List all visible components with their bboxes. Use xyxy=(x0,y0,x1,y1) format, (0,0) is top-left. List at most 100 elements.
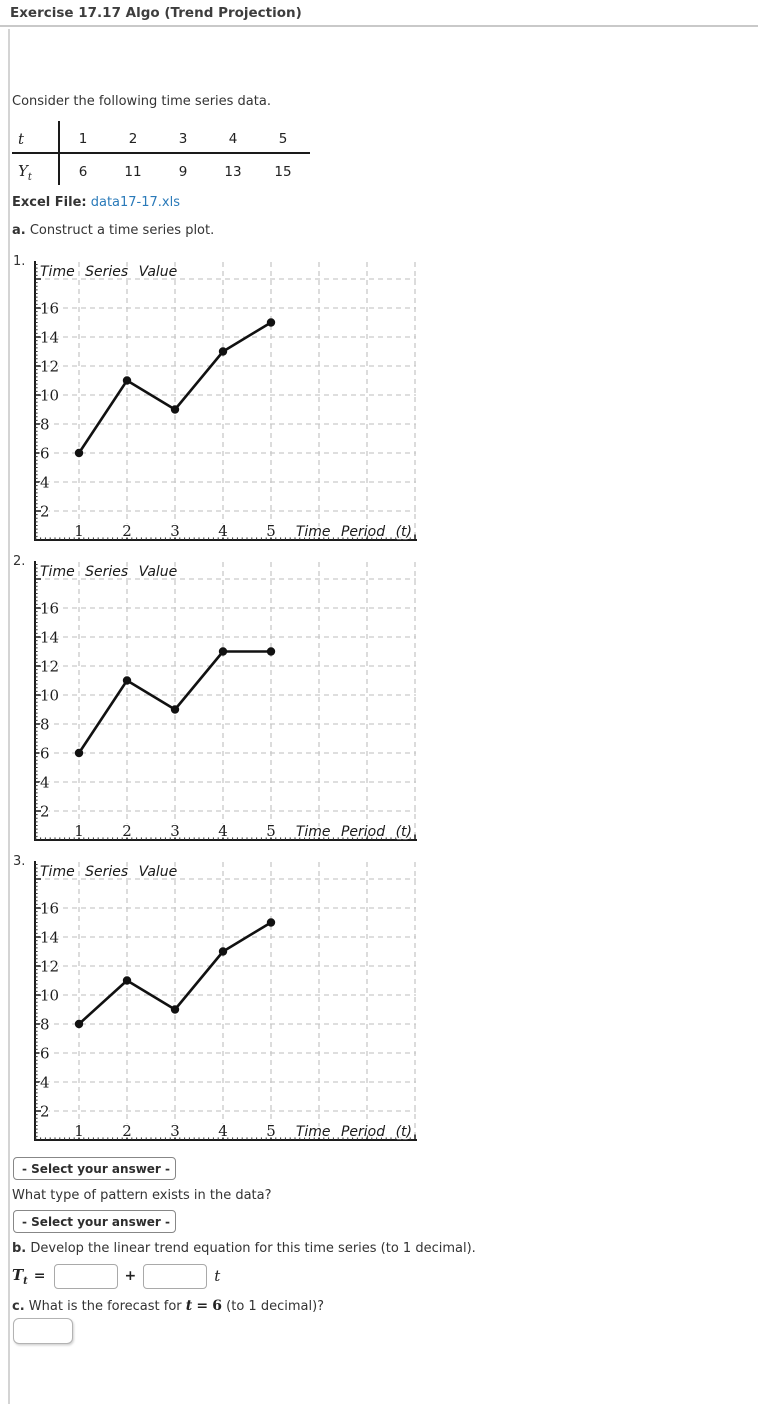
data-point xyxy=(122,976,132,985)
x-tick-label: 1 xyxy=(74,822,84,840)
t-value: 5 xyxy=(278,131,288,147)
y-tick-label: 6 xyxy=(40,1045,50,1063)
math-equals: = xyxy=(196,1298,209,1314)
trend-equation-row: Tt = + t xyxy=(12,1262,220,1290)
t-value: 2 xyxy=(128,131,138,147)
part-b-line: b. Develop the linear trend equation for… xyxy=(12,1241,476,1256)
x-tick-label: 1 xyxy=(74,1122,84,1140)
select-placeholder: - Select your answer - xyxy=(22,1214,171,1229)
select-placeholder: - Select your answer - xyxy=(22,1161,171,1176)
plot-title: Time Series Value xyxy=(40,864,177,880)
part-a-text: Construct a time series plot. xyxy=(29,223,215,238)
x-tick-label: 3 xyxy=(170,1122,180,1140)
y-tick-label: 12 xyxy=(40,658,59,676)
t-value: 4 xyxy=(228,131,238,147)
intro-text: Consider the following time series data. xyxy=(12,94,271,109)
y-tick-label: 14 xyxy=(40,929,59,947)
y-tick-label: 16 xyxy=(40,600,59,618)
math-t: t xyxy=(185,1298,193,1314)
y-value: 15 xyxy=(274,164,292,180)
x-axis-label: Time Period (t) xyxy=(296,824,412,840)
y-tick-label: 14 xyxy=(40,629,59,647)
x-axis-label: Time Period (t) xyxy=(296,524,412,540)
pattern-question: What type of pattern exists in the data? xyxy=(12,1188,272,1203)
x-axis-label: Time Period (t) xyxy=(296,1124,412,1140)
y-tick-label: 2 xyxy=(40,1103,50,1121)
y-tick-label: 10 xyxy=(40,687,59,705)
part-a-line: a. Construct a time series plot. xyxy=(12,223,214,238)
equals-sign: = xyxy=(33,1268,46,1284)
time-series-table: t 1 2 3 4 5 Yt 6 11 9 13 15 xyxy=(12,124,312,187)
x-tick-label: 5 xyxy=(266,1122,276,1140)
data-point xyxy=(266,918,276,927)
y-tick-label: 8 xyxy=(40,416,50,434)
data-point xyxy=(218,347,228,356)
data-point xyxy=(266,647,276,656)
x-tick-label: 3 xyxy=(170,822,180,840)
y-tick-label: 16 xyxy=(40,300,59,318)
data-point xyxy=(218,647,228,656)
content-left-border xyxy=(8,29,10,1404)
data-point xyxy=(170,1005,180,1014)
forecast-input[interactable] xyxy=(13,1318,73,1344)
x-tick-label: 4 xyxy=(218,522,228,540)
pattern-type-select[interactable]: - Select your answer - xyxy=(13,1210,176,1233)
plot-title: Time Series Value xyxy=(40,564,177,580)
data-point xyxy=(170,405,180,414)
x-tick-label: 3 xyxy=(170,522,180,540)
part-a-marker: a. xyxy=(12,223,26,238)
part-c-text-after: (to 1 decimal)? xyxy=(226,1299,325,1314)
page-title: Exercise 17.17 Algo (Trend Projection) xyxy=(10,5,302,21)
y-tick-label: 12 xyxy=(40,958,59,976)
part-c-line: c. What is the forecast for t = 6 (to 1 … xyxy=(12,1298,324,1314)
y-value: 9 xyxy=(178,164,188,180)
plot-option-number: 2. xyxy=(13,554,26,569)
table-row-y: Yt 6 11 9 13 15 xyxy=(12,157,312,187)
y-tick-label: 2 xyxy=(40,803,50,821)
y-tick-label: 4 xyxy=(40,774,50,792)
data-point xyxy=(74,748,84,758)
data-point xyxy=(170,705,180,714)
data-point xyxy=(266,318,276,327)
plot-choice-select[interactable]: - Select your answer - xyxy=(13,1157,176,1180)
y-value: 13 xyxy=(224,164,242,180)
table-horizontal-rule xyxy=(12,152,310,154)
part-c-marker: c. xyxy=(12,1299,25,1314)
y-tick-label: 16 xyxy=(40,900,59,918)
excel-file-label: Excel File: xyxy=(12,195,87,210)
part-b-text: Develop the linear trend equation for th… xyxy=(30,1241,476,1256)
row-label-yt: Yt xyxy=(18,161,32,183)
x-tick-label: 5 xyxy=(266,522,276,540)
plot-option-number: 3. xyxy=(13,854,26,869)
x-tick-label: 2 xyxy=(122,822,132,840)
x-tick-label: 2 xyxy=(122,1122,132,1140)
y-tick-label: 2 xyxy=(40,503,50,521)
excel-file-line: Excel File: data17-17.xls xyxy=(12,195,180,210)
y-tick-label: 4 xyxy=(40,474,50,492)
x-tick-label: 5 xyxy=(266,822,276,840)
table-row-t: t 1 2 3 4 5 xyxy=(12,124,312,154)
x-tick-label: 4 xyxy=(218,1122,228,1140)
y-value: 6 xyxy=(78,164,88,180)
t-value: 3 xyxy=(178,131,188,147)
y-tick-label: 4 xyxy=(40,1074,50,1092)
part-c-text-before: What is the forecast for xyxy=(28,1299,182,1314)
slope-input[interactable] xyxy=(143,1263,208,1289)
y-tick-label: 12 xyxy=(40,358,59,376)
math-six: 6 xyxy=(212,1298,223,1314)
t-value: 1 xyxy=(78,131,88,147)
intercept-input[interactable] xyxy=(53,1263,118,1289)
data-point xyxy=(218,947,228,956)
plus-sign: + xyxy=(124,1268,137,1284)
data-point xyxy=(74,448,84,458)
data-point xyxy=(122,376,132,385)
y-tick-label: 14 xyxy=(40,329,59,347)
equation-lhs: Tt xyxy=(12,1265,28,1287)
header-bar: Exercise 17.17 Algo (Trend Projection) xyxy=(0,0,758,27)
row-label-t: t xyxy=(18,130,25,148)
excel-file-link[interactable]: data17-17.xls xyxy=(90,195,181,210)
x-tick-label: 1 xyxy=(74,522,84,540)
